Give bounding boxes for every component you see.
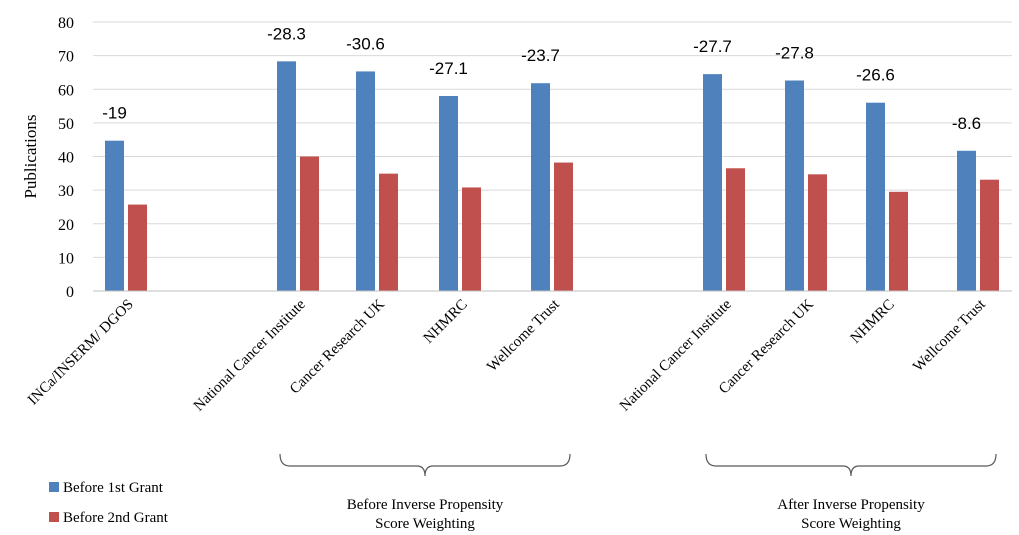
bars	[105, 61, 999, 292]
bar-before-1st-grant	[105, 140, 124, 291]
bar-before-1st-grant	[866, 102, 885, 291]
category-label: NHMRC	[848, 297, 898, 347]
category-label: INCa/INSERM/ DGOS	[25, 297, 137, 409]
group-bracket	[279, 453, 571, 477]
category-label: Wellcome Trust	[484, 296, 563, 375]
bar-before-2nd-grant	[462, 187, 481, 291]
bar-before-1st-grant	[531, 83, 550, 291]
data-labels: -19 -28.3 -30.6 -27.1 -23.7 -27.7 -27.8 -26.6 -8…	[102, 24, 981, 132]
data-label: -27.8	[775, 44, 814, 63]
group-label: Score Weighting	[375, 516, 475, 532]
y-tick-label: 70	[58, 49, 74, 66]
group-label: Before Inverse Propensity	[347, 497, 504, 513]
category-label: Wellcome Trust	[910, 296, 989, 375]
bar-before-2nd-grant	[554, 162, 573, 291]
y-tick-label: 10	[58, 250, 74, 267]
y-tick-label: 20	[58, 217, 74, 234]
category-label: National Cancer Institute	[191, 296, 309, 414]
data-label: -8.6	[952, 114, 981, 133]
data-label: -28.3	[267, 24, 306, 43]
legend-label: Before 1st Grant	[63, 480, 164, 496]
bar-before-1st-grant	[785, 80, 804, 291]
category-label: Cancer Research UK	[716, 296, 817, 397]
legend-label: Before 2nd Grant	[63, 510, 169, 526]
group-label: Score Weighting	[801, 516, 901, 532]
y-tick-label: 50	[58, 116, 74, 133]
bar-before-2nd-grant	[128, 204, 147, 291]
data-label: -23.7	[521, 46, 560, 65]
bar-before-1st-grant	[703, 74, 722, 292]
category-label: NHMRC	[421, 297, 471, 347]
bar-before-2nd-grant	[980, 179, 999, 291]
bar-before-1st-grant	[277, 61, 296, 292]
legend: Before 1st Grant Before 2nd Grant	[49, 480, 169, 526]
y-tick-label: 60	[58, 82, 74, 99]
gridlines	[93, 21, 1012, 258]
data-label: -27.1	[429, 59, 468, 78]
y-tick-label: 40	[58, 150, 74, 167]
group-bracket	[705, 453, 997, 477]
bar-before-1st-grant	[957, 150, 976, 291]
y-tick-label: 0	[66, 284, 74, 301]
y-axis-ticks: 0 10 20 30 40 50 60 70 80	[58, 15, 74, 301]
bar-before-1st-grant	[356, 71, 375, 292]
group-label: After Inverse Propensity	[777, 497, 925, 513]
bar-before-2nd-grant	[379, 173, 398, 291]
bar-before-1st-grant	[439, 95, 458, 291]
legend-swatch	[49, 482, 59, 492]
bar-before-2nd-grant	[808, 174, 827, 291]
data-label: -19	[102, 104, 127, 123]
group-brackets: Before Inverse Propensity Score Weighting…	[279, 453, 997, 532]
bar-before-2nd-grant	[889, 191, 908, 291]
category-label: National Cancer Institute	[617, 296, 735, 414]
data-label: -30.6	[346, 34, 385, 53]
bar-before-2nd-grant	[300, 156, 319, 291]
data-label: -26.6	[856, 66, 895, 85]
legend-swatch	[49, 512, 59, 522]
y-tick-label: 30	[58, 183, 74, 200]
y-tick-label: 80	[58, 15, 74, 32]
bar-before-2nd-grant	[726, 168, 745, 291]
category-labels: INCa/INSERM/ DGOS National Cancer Institu…	[25, 296, 989, 415]
y-axis-label: Publications	[21, 114, 40, 198]
data-label: -27.7	[693, 37, 732, 56]
